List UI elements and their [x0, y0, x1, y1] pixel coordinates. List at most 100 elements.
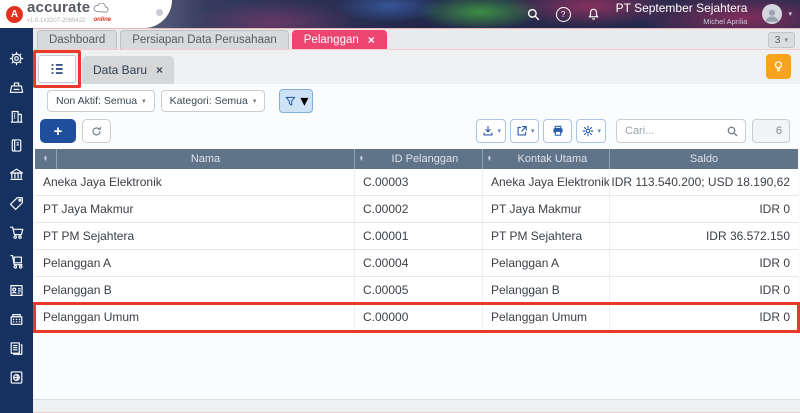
sidebar-item-journal[interactable] — [8, 137, 25, 154]
customer-list-panel: Non Aktif: Semua ▾ Kategori: Semua ▾ ▾ + — [33, 84, 800, 399]
user-name: Michel Aprilia — [703, 16, 748, 26]
tab-pelanggan[interactable]: Pelanggan × — [291, 30, 387, 49]
sidebar-item-pos[interactable] — [8, 79, 25, 96]
cell-id: C.00000 — [355, 304, 483, 330]
sidebar-item-bank[interactable] — [8, 166, 25, 183]
table-body: Aneka Jaya Elektronik C.00003 Aneka Jaya E… — [33, 169, 800, 333]
cell-kontak: Pelanggan A — [483, 250, 610, 276]
export-button[interactable]: ▾ — [509, 119, 540, 143]
sort-icon[interactable]: ▴ ▾ — [488, 153, 491, 163]
global-search-icon[interactable] — [526, 7, 541, 22]
sidebar-item-sales[interactable] — [8, 195, 25, 212]
tab-persiapan-data-perusahaan[interactable]: Persiapan Data Perusahaan — [120, 30, 289, 49]
notifications-bell-icon[interactable] — [586, 7, 601, 22]
refresh-button[interactable] — [82, 119, 111, 143]
avatar[interactable] — [762, 4, 783, 24]
cell-saldo: IDR 0 — [759, 202, 790, 216]
cell-id: C.00003 — [355, 169, 483, 195]
close-icon[interactable]: × — [156, 63, 164, 77]
chevron-down-icon: ▾ — [530, 128, 535, 135]
tab-overflow-count: 3 — [774, 34, 781, 46]
sidebar-item-company[interactable] — [8, 108, 25, 125]
lightbulb-icon — [774, 61, 783, 72]
export-icon — [517, 126, 527, 136]
tips-button[interactable] — [766, 54, 791, 79]
toolbar: + ▾ ▾ ▾ — [33, 113, 800, 143]
header-saldo[interactable]: Saldo — [689, 153, 719, 165]
sidebar-item-settings[interactable] — [8, 50, 25, 67]
tab-label: Persiapan Data Perusahaan — [132, 34, 277, 46]
tab-bar: Dashboard Persiapan Data Perusahaan Pelang… — [0, 28, 800, 50]
table-header: ▴ ▾ Nama ▴ ▾ ID Pelanggan ▴ ▾ Kontak Utama… — [35, 149, 798, 169]
table-row[interactable]: Pelanggan A C.00004 Pelanggan A IDR 0 — [35, 250, 798, 277]
download-button[interactable]: ▾ — [476, 119, 506, 143]
sidebar-item-documents[interactable] — [8, 340, 25, 357]
header-nama[interactable]: Nama — [57, 149, 355, 169]
list-view-button[interactable] — [38, 55, 76, 83]
header-sort-all[interactable]: ▴ ▾ — [35, 149, 57, 169]
table-row[interactable]: PT Jaya Makmur C.00002 PT Jaya Makmur IDR 0 — [35, 196, 798, 223]
chevron-down-icon: ▾ — [597, 128, 601, 135]
subtab-row: Data Baru × — [33, 50, 800, 88]
search-field[interactable] — [616, 119, 746, 143]
table-row[interactable]: Pelanggan B C.00005 Pelanggan B IDR 0 — [35, 277, 798, 304]
subtab-label: Data Baru — [93, 63, 148, 77]
close-icon[interactable]: × — [367, 33, 375, 47]
tab-label: Dashboard — [49, 34, 106, 46]
record-count-badge: 6 — [752, 119, 790, 143]
download-icon — [483, 126, 493, 136]
customer-table: ▴ ▾ Nama ▴ ▾ ID Pelanggan ▴ ▾ Kontak Utama… — [33, 149, 800, 333]
chevron-down-icon: ▾ — [252, 98, 257, 105]
sort-icon[interactable]: ▴ ▾ — [360, 153, 363, 163]
table-row[interactable]: Aneka Jaya Elektronik C.00003 Aneka Jaya E… — [35, 169, 798, 196]
search-input[interactable] — [623, 124, 726, 138]
tab-overflow-dropdown[interactable]: 3 ▾ — [767, 32, 795, 48]
add-customer-button[interactable]: + — [40, 119, 76, 143]
chevron-down-icon: ▾ — [142, 98, 146, 105]
help-icon[interactable]: ? — [555, 6, 571, 22]
cell-nama: Pelanggan B — [35, 277, 355, 303]
filter-row: Non Aktif: Semua ▾ Kategori: Semua ▾ ▾ — [33, 84, 800, 113]
cell-nama: Aneka Jaya Elektronik — [35, 169, 355, 195]
cell-saldo: IDR 0 — [759, 310, 790, 324]
version-text: v1.0.1#3207-2069422 — [27, 17, 86, 24]
sidebar — [0, 28, 33, 413]
chevron-down-icon: ▾ — [300, 93, 309, 110]
sidebar-item-purchases[interactable] — [8, 224, 25, 241]
print-icon — [553, 125, 563, 136]
cell-nama: Pelanggan A — [35, 250, 355, 276]
list-view-icon — [51, 64, 63, 74]
print-button[interactable] — [543, 119, 573, 143]
account-info[interactable]: PT September Sejahtera Michel Aprilia — [616, 2, 748, 27]
decorative-dot — [156, 9, 163, 16]
sidebar-item-cashier[interactable] — [8, 311, 25, 328]
advanced-filter-button[interactable]: ▾ — [279, 89, 314, 113]
cell-saldo: IDR 36.572.150 — [705, 229, 790, 243]
filter-category-label: Kategori: Semua — [169, 95, 248, 107]
sidebar-item-reports[interactable] — [8, 369, 25, 386]
sort-icon[interactable]: ▴ ▾ — [44, 153, 47, 163]
table-row-highlighted[interactable]: Pelanggan Umum C.00000 Pelanggan Umum IDR 0 — [33, 302, 800, 333]
cell-kontak: PT PM Sejahtera — [483, 223, 610, 249]
annotation-red-box-list-button — [33, 50, 81, 88]
cell-id: C.00004 — [355, 250, 483, 276]
search-icon — [727, 126, 738, 136]
sidebar-item-contacts[interactable] — [8, 282, 25, 299]
filter-inactive-dropdown[interactable]: Non Aktif: Semua ▾ — [47, 90, 155, 112]
cell-kontak: Pelanggan Umum — [483, 304, 610, 330]
header-kontak-utama[interactable]: ▴ ▾ Kontak Utama — [483, 149, 610, 169]
tab-dashboard[interactable]: Dashboard — [37, 30, 118, 49]
subtab-data-baru[interactable]: Data Baru × — [82, 56, 175, 84]
filter-inactive-label: Non Aktif: Semua — [56, 95, 138, 107]
cell-saldo: IDR 0 — [759, 256, 790, 270]
table-settings-button[interactable]: ▾ — [576, 119, 606, 143]
account-chevron-down-icon[interactable]: ▾ — [788, 11, 792, 18]
sidebar-item-inventory[interactable] — [8, 253, 25, 270]
filter-category-dropdown[interactable]: Kategori: Semua ▾ — [160, 90, 266, 112]
header-id-pelanggan[interactable]: ▴ ▾ ID Pelanggan — [355, 149, 483, 169]
cell-id: C.00005 — [355, 277, 483, 303]
cloud-online-badge: online — [92, 2, 112, 23]
tab-bar-tabs: Dashboard Persiapan Data Perusahaan Pelang… — [37, 30, 390, 49]
table-row[interactable]: PT PM Sejahtera C.00001 PT PM Sejahtera IDR… — [35, 223, 798, 250]
